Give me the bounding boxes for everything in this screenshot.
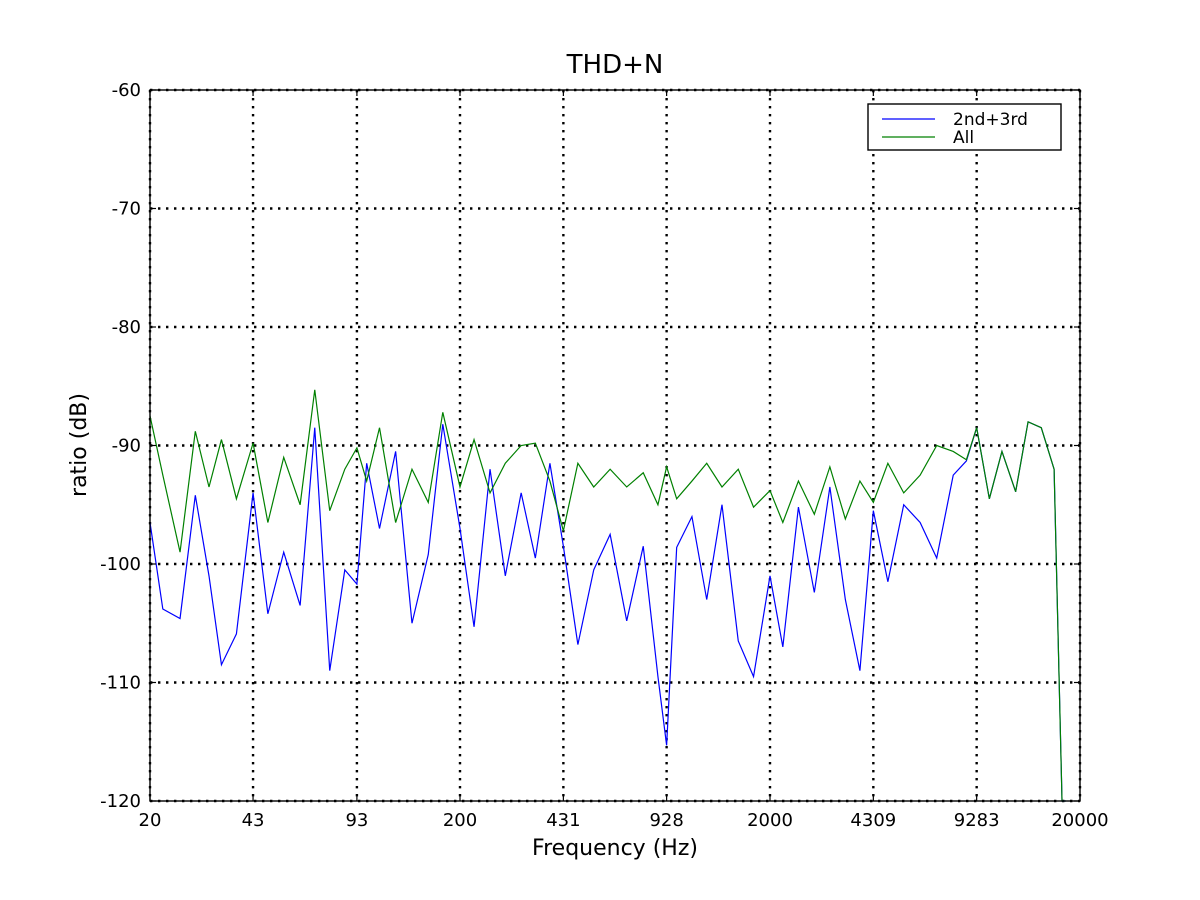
y-tick-label: -90 (112, 436, 141, 457)
y-tick-label: -60 (112, 80, 141, 101)
x-tick-label: 93 (345, 810, 368, 831)
x-tick-label: 431 (546, 810, 580, 831)
y-axis-label: ratio (dB) (67, 393, 92, 497)
x-tick-label: 928 (649, 810, 683, 831)
x-tick-label: 20 (139, 810, 162, 831)
legend-label-2nd-3rd: 2nd+3rd (953, 110, 1028, 130)
x-tick-labels: 20 43 93 200 431 928 2000 4309 9283 2000… (139, 810, 1109, 831)
y-tick-label: -100 (100, 554, 141, 575)
y-tick-label: -110 (100, 673, 141, 694)
y-tick-label: -80 (112, 317, 141, 338)
series-line-2nd-3rd (149, 420, 1066, 802)
legend-label-all: All (953, 128, 974, 148)
y-tick-labels: -60 -70 -80 -90 -100 -110 -120 (100, 80, 141, 812)
x-tick-label: 200 (443, 810, 477, 831)
tick-marks (149, 89, 1081, 802)
x-axis-label: Frequency (Hz) (532, 836, 698, 861)
x-tick-label: 4309 (850, 810, 896, 831)
x-tick-label: 2000 (747, 810, 793, 831)
y-tick-label: -120 (100, 791, 141, 812)
x-tick-label: 9283 (954, 810, 1000, 831)
series-line-all (149, 389, 1066, 802)
legend: 2nd+3rd All (867, 103, 1062, 151)
legend-box (867, 103, 1062, 151)
series-lines (149, 389, 1066, 802)
y-tick-label: -70 (112, 199, 141, 220)
x-tick-label: 20000 (1051, 810, 1108, 831)
chart-title: THD+N (566, 50, 664, 80)
x-tick-label: 43 (242, 810, 265, 831)
